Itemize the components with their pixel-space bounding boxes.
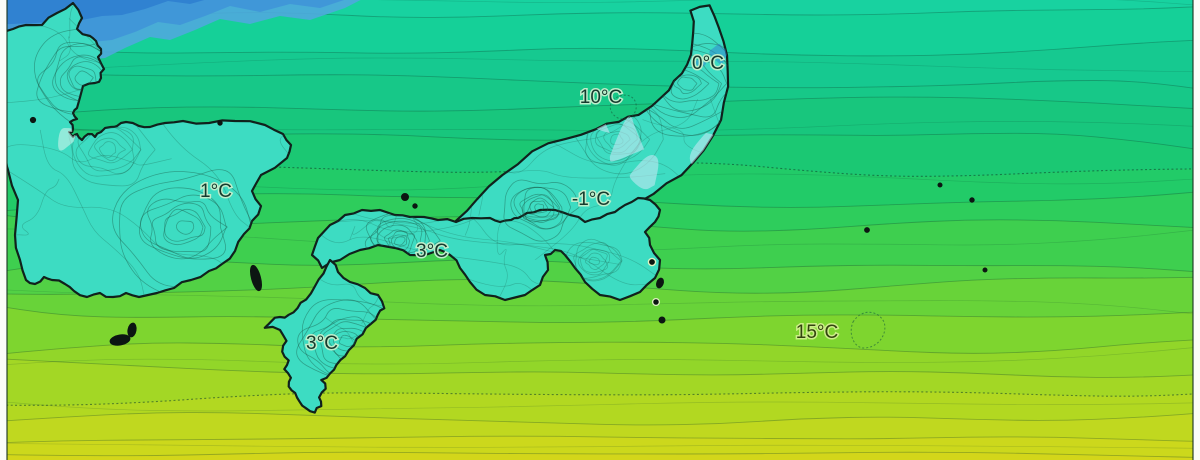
svg-text:15°C: 15°C xyxy=(796,322,838,343)
svg-text:3°C: 3°C xyxy=(306,333,338,354)
svg-text:-1°C: -1°C xyxy=(572,189,610,210)
svg-text:3°C: 3°C xyxy=(416,241,448,262)
svg-text:1°C: 1°C xyxy=(200,181,232,202)
svg-text:10°C: 10°C xyxy=(580,87,622,108)
svg-text:0°C: 0°C xyxy=(692,53,724,74)
